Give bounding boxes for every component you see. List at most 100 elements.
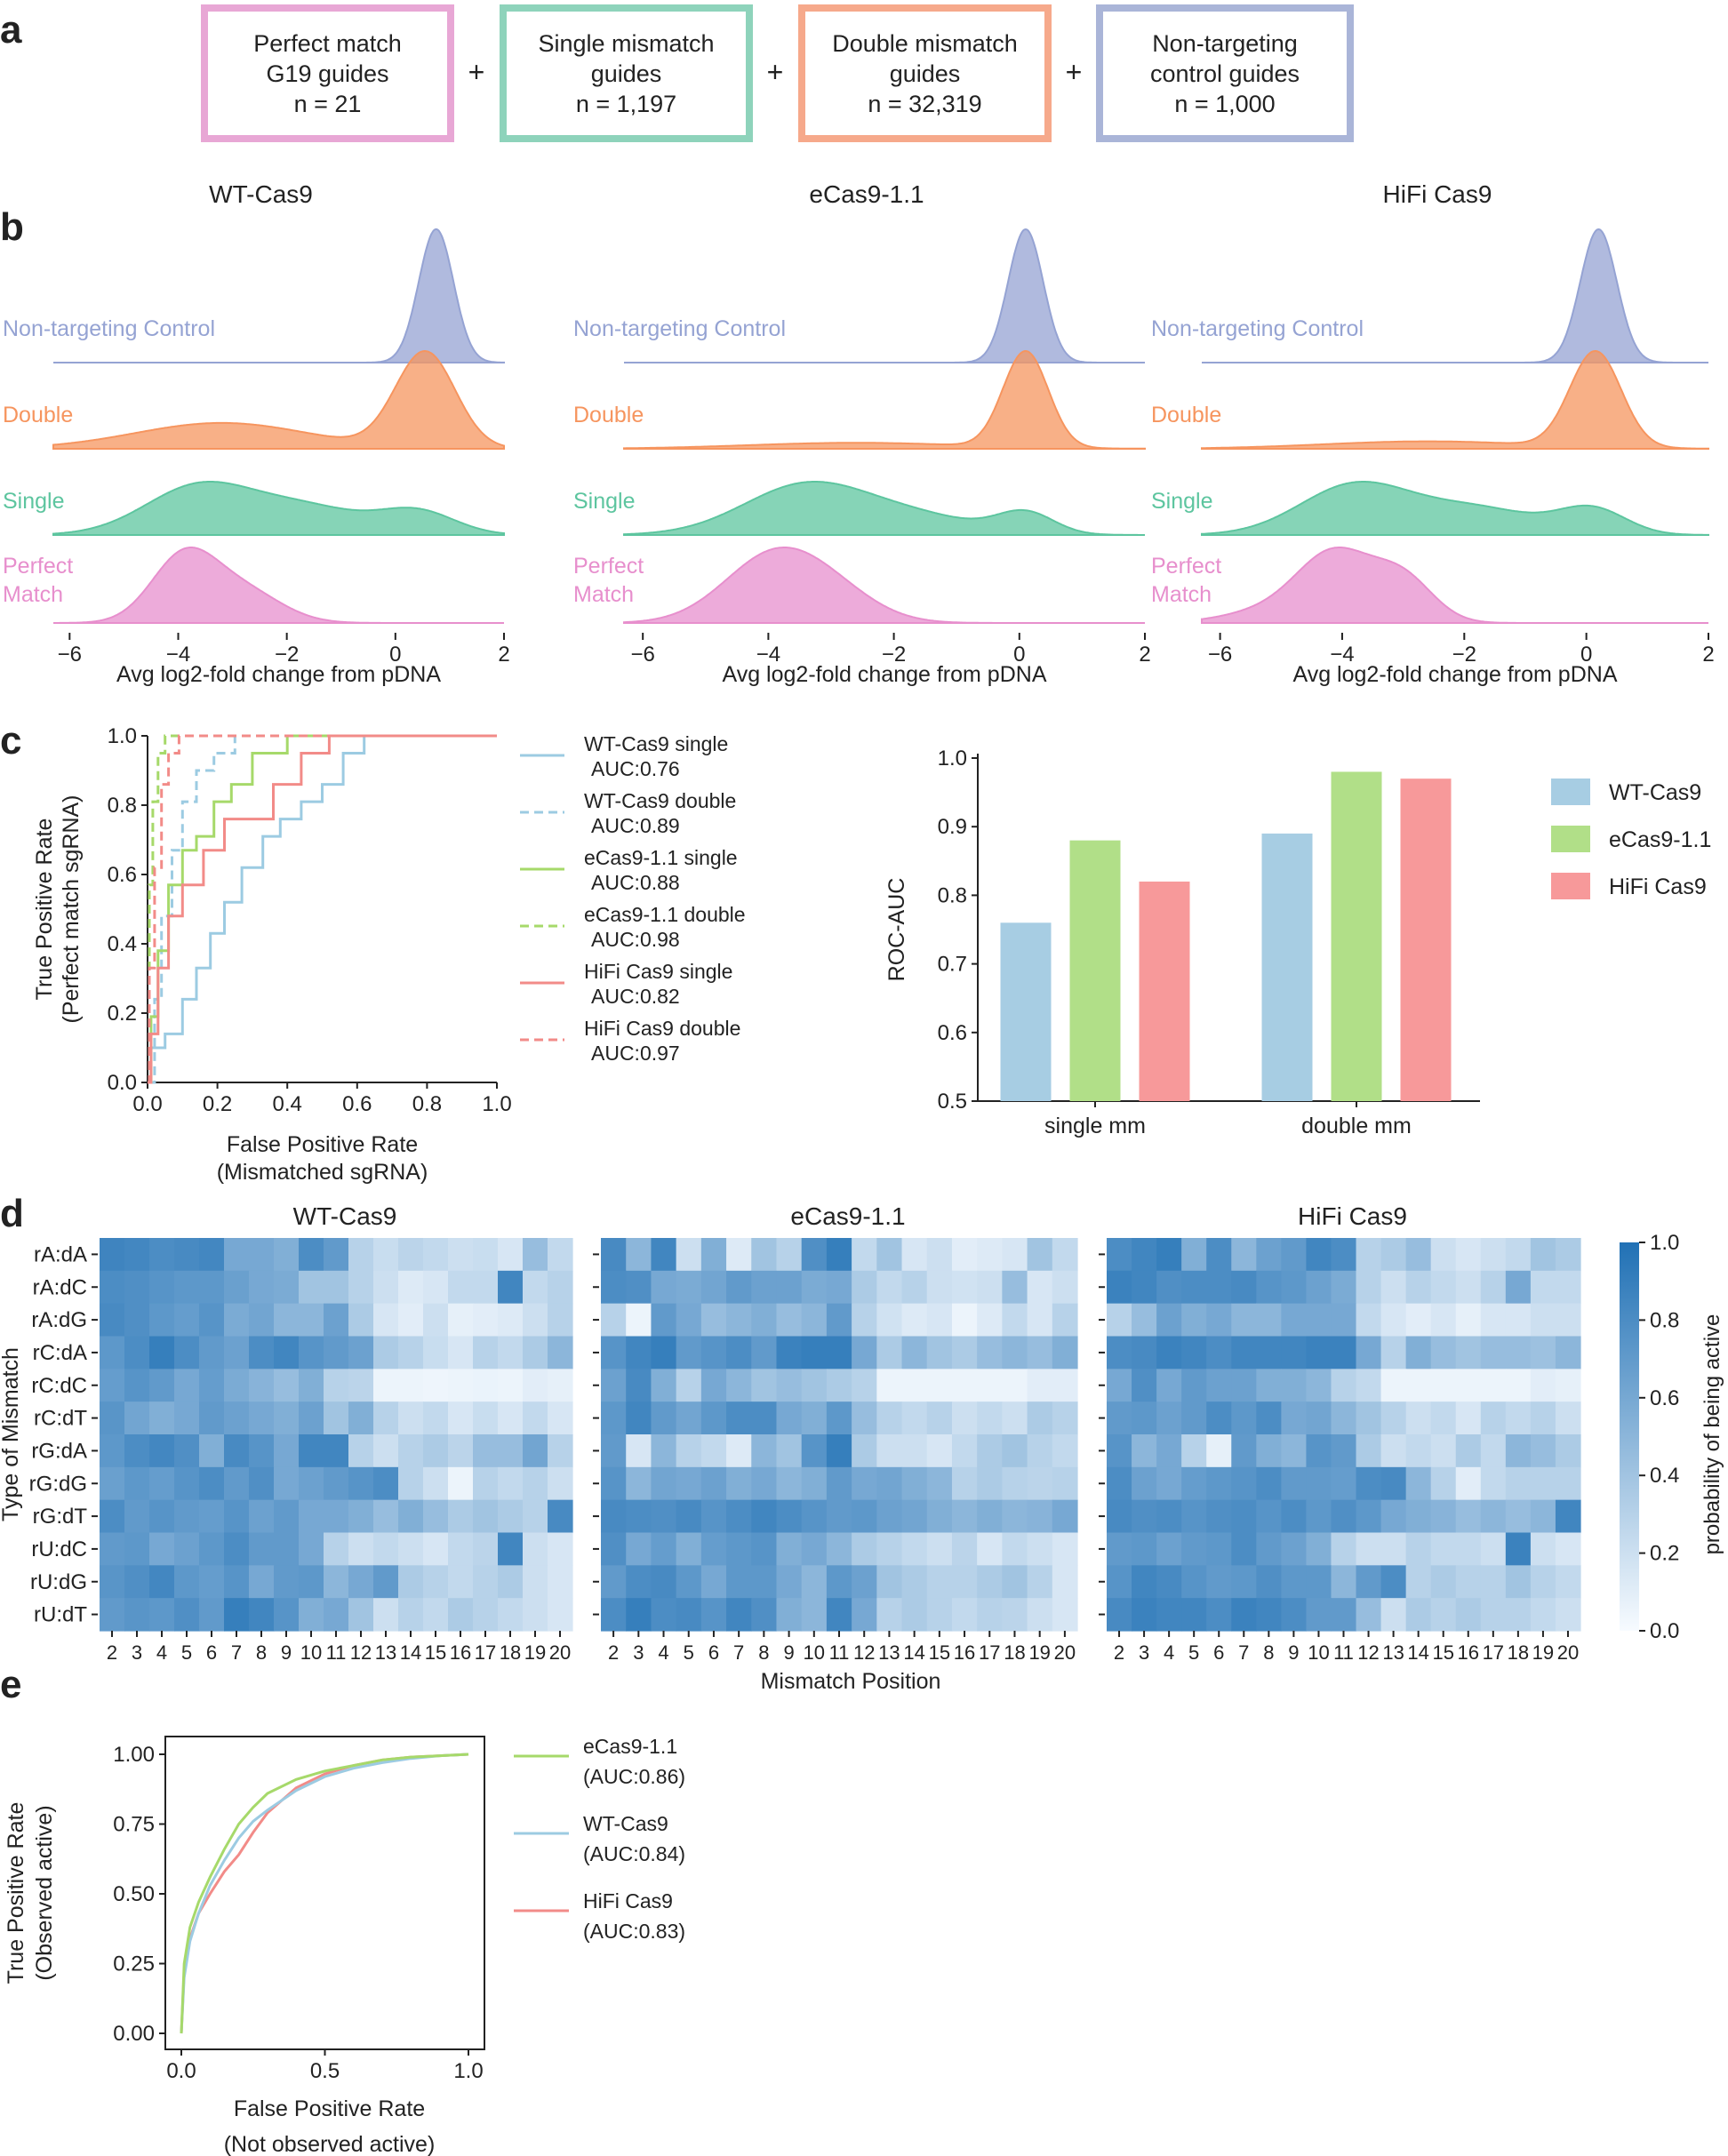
heatmap-cell [1530, 1303, 1556, 1338]
heatmap-cell [776, 1565, 803, 1599]
heatmap-cell [199, 1336, 225, 1369]
panel-letter-a: a [0, 8, 22, 52]
heatmap-cell [1380, 1434, 1407, 1468]
heatmap-cell [1181, 1270, 1207, 1305]
heatmap-cell [626, 1238, 652, 1272]
heatmap-cell [174, 1598, 200, 1632]
heatmap-cell [826, 1369, 852, 1402]
heatmap-cell [1405, 1401, 1432, 1435]
ridge-panel-2: eCas9-1.1 Non-targeting Control Double Sing… [573, 180, 1151, 687]
heatmap-cell [1331, 1598, 1357, 1632]
heatmap-cell [1555, 1238, 1581, 1272]
heatmap-cell [498, 1565, 524, 1599]
heatmap-cell [726, 1598, 752, 1632]
heatmap-cell [100, 1565, 125, 1599]
heatmap-cell [1356, 1270, 1382, 1305]
heatmap-cell [1181, 1499, 1207, 1534]
heatmap-cell [523, 1401, 548, 1435]
heatmap-cell [423, 1565, 449, 1599]
x-axis-label: (Not observed active) [224, 2132, 436, 2156]
heatmap-cell [726, 1238, 752, 1272]
heatmap-cell [801, 1270, 828, 1305]
ridge-row-label: Double [1151, 403, 1221, 427]
x-axis-label: Avg log2-fold change from pDNA [722, 662, 1046, 687]
heatmap-cell [1306, 1303, 1332, 1338]
heatmap-cell [1505, 1369, 1532, 1402]
heatmap-cell [1505, 1270, 1532, 1305]
ridge-row-label: Single [3, 489, 65, 514]
heatmap-cell [249, 1532, 275, 1566]
heatmap-cell [977, 1434, 1003, 1468]
heatmap-cell [124, 1401, 150, 1435]
heatmap-cell [776, 1303, 803, 1338]
heatmap-cell [149, 1565, 175, 1599]
heatmap-cell [751, 1303, 778, 1338]
heatmap-cell [1455, 1303, 1482, 1338]
density-single [1201, 481, 1709, 536]
heatmap-cell [1156, 1303, 1182, 1338]
heatmap-cell [398, 1303, 424, 1338]
heatmap-cell [1052, 1434, 1078, 1468]
guide-box-text: guides [591, 60, 662, 87]
x-tick-label: 2 [1139, 643, 1150, 667]
heatmap-cell [1052, 1466, 1078, 1501]
heatmap-cell [1156, 1369, 1182, 1402]
heatmap-cell [324, 1336, 349, 1369]
heatmap-cell [700, 1401, 727, 1435]
heatmap-cell [626, 1303, 652, 1338]
y-tick-label: 0.2 [108, 1002, 137, 1026]
column-label: 7 [1238, 1641, 1249, 1664]
heatmap-cell [448, 1303, 474, 1338]
heatmap-cell [601, 1336, 627, 1369]
heatmap-cell [124, 1565, 150, 1599]
heatmap-cell [398, 1270, 424, 1305]
heatmap-cell [249, 1466, 275, 1501]
heatmap-cell [651, 1401, 677, 1435]
legend-name: WT-Cas9 [1609, 780, 1701, 805]
column-label: 4 [658, 1641, 668, 1664]
x-tick-label: single mm [1044, 1114, 1146, 1138]
heatmap-cell [1027, 1532, 1053, 1566]
heatmap-cell [1480, 1401, 1507, 1435]
heatmap-cell [852, 1434, 877, 1468]
heatmap-cell [324, 1238, 349, 1272]
heatmap-cell [751, 1401, 778, 1435]
heatmap-cell [901, 1466, 928, 1501]
legend-name: WT-Cas9 [583, 1812, 668, 1835]
heatmap-cell [1281, 1238, 1308, 1272]
heatmap-cell [274, 1369, 300, 1402]
y-tick-label: 0.25 [113, 1952, 155, 1976]
heatmap-cell [1530, 1466, 1556, 1501]
y-axis-label: True Positive Rate [4, 1802, 28, 1984]
heatmap-cell [448, 1532, 474, 1566]
heatmap-cell [373, 1401, 399, 1435]
heatmap-cell [1107, 1369, 1132, 1402]
heatmap-cell [348, 1401, 374, 1435]
heatmap-cell [149, 1401, 175, 1435]
heatmap-cell [676, 1238, 702, 1272]
heatmap-cell [149, 1434, 175, 1468]
heatmap-cell [274, 1401, 300, 1435]
row-label: rU:dC [31, 1537, 87, 1561]
heatmap-cell [498, 1369, 524, 1402]
heatmap-cell [651, 1532, 677, 1566]
heatmap-cell [1002, 1499, 1028, 1534]
heatmap-cell [1206, 1532, 1232, 1566]
heatmap-cell [951, 1401, 978, 1435]
heatmap-cell [1455, 1598, 1482, 1632]
x-tick-label: double mm [1301, 1114, 1412, 1138]
density-perfect-match [623, 547, 1145, 624]
heatmap-cell [1181, 1466, 1207, 1501]
heatmap-cell [601, 1565, 627, 1599]
heatmap-cell [1107, 1434, 1132, 1468]
ridge-row-label: Match [1151, 582, 1212, 607]
colorbar-tick-label: 1.0 [1650, 1231, 1679, 1255]
heatmap-cell [1231, 1238, 1257, 1272]
legend-auc: AUC:0.88 [591, 871, 680, 894]
heatmap-cell [1027, 1336, 1053, 1369]
heatmap-cell [548, 1238, 573, 1272]
heatmap-cell [651, 1336, 677, 1369]
heatmap-cell [901, 1369, 928, 1402]
heatmap-cell [1480, 1369, 1507, 1402]
heatmap-cell [199, 1270, 225, 1305]
